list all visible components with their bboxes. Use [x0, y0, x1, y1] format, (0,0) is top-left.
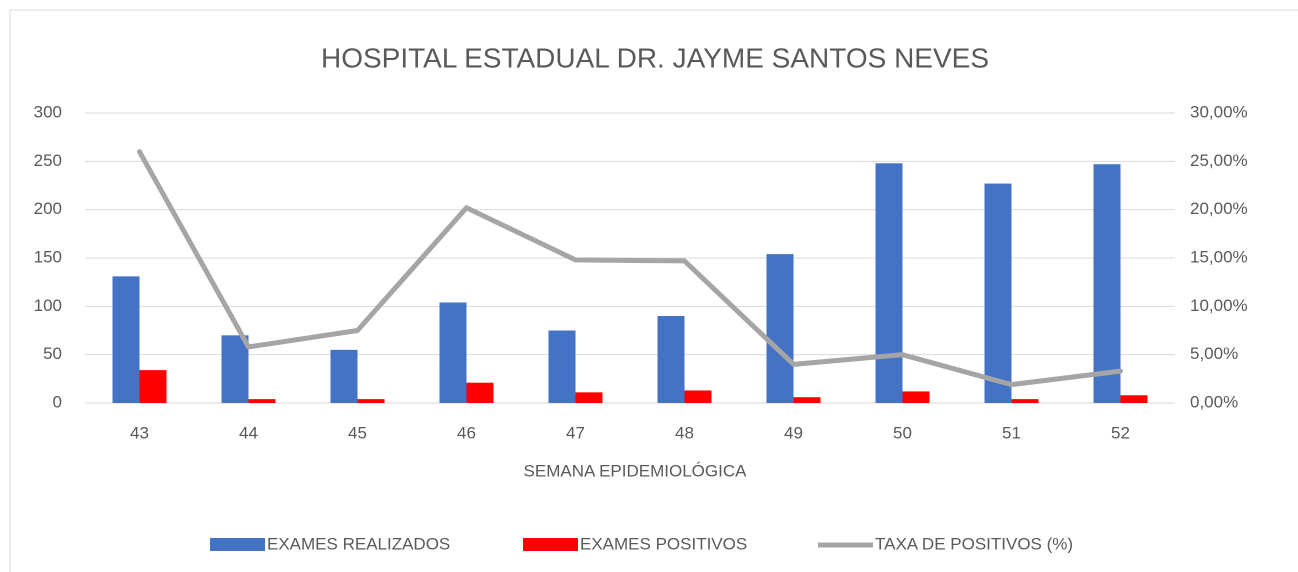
x-tick-label: 48	[675, 423, 694, 442]
y-tick-label: 100	[34, 296, 62, 315]
chart-title: HOSPITAL ESTADUAL DR. JAYME SANTOS NEVES	[321, 42, 989, 73]
x-axis-label: SEMANA EPIDEMIOLÓGICA	[524, 461, 748, 480]
y2-tick-label: 5,00%	[1190, 344, 1238, 363]
y-tick-label: 50	[43, 344, 62, 363]
bar	[357, 399, 385, 403]
legend-swatch	[523, 538, 578, 551]
y2-tick-label: 10,00%	[1190, 296, 1248, 315]
y2-tick-label: 30,00%	[1190, 102, 1248, 121]
bar	[984, 183, 1012, 403]
bar	[657, 316, 685, 403]
legend-label: EXAMES POSITIVOS	[580, 534, 747, 553]
bar	[330, 349, 358, 403]
x-tick-label: 51	[1002, 423, 1021, 442]
bar	[575, 392, 603, 403]
x-tick-label: 44	[239, 423, 258, 442]
y-tick-label: 300	[34, 102, 62, 121]
bar	[766, 254, 794, 403]
bar	[793, 397, 821, 403]
y2-tick-label: 15,00%	[1190, 247, 1248, 266]
bar	[1093, 164, 1121, 403]
x-tick-label: 43	[130, 423, 149, 442]
bar	[875, 163, 903, 403]
legend-swatch	[210, 538, 265, 551]
bar	[548, 330, 576, 403]
legend-label: EXAMES REALIZADOS	[267, 534, 450, 553]
bar	[466, 382, 494, 403]
chart-frame	[9, 9, 1298, 572]
y-tick-label: 250	[34, 151, 62, 170]
bar	[902, 391, 930, 403]
y-tick-label: 150	[34, 247, 62, 266]
legend-label: TAXA DE POSITIVOS (%)	[875, 534, 1073, 553]
x-tick-label: 47	[566, 423, 585, 442]
x-tick-label: 45	[348, 423, 367, 442]
bar	[221, 335, 249, 403]
bar	[248, 399, 276, 403]
bar	[1120, 395, 1148, 403]
bar	[1011, 399, 1039, 403]
y2-tick-label: 0,00%	[1190, 392, 1238, 411]
x-tick-label: 49	[784, 423, 803, 442]
x-tick-label: 52	[1111, 423, 1130, 442]
bar	[439, 302, 467, 403]
bar	[684, 390, 712, 403]
line	[137, 149, 1123, 388]
y2-tick-label: 25,00%	[1190, 151, 1248, 170]
x-tick-label: 46	[457, 423, 476, 442]
y2-tick-label: 20,00%	[1190, 199, 1248, 218]
bar	[139, 370, 167, 403]
y-tick-label: 200	[34, 199, 62, 218]
y-tick-label: 0	[53, 392, 62, 411]
bar	[112, 276, 140, 403]
x-tick-label: 50	[893, 423, 912, 442]
